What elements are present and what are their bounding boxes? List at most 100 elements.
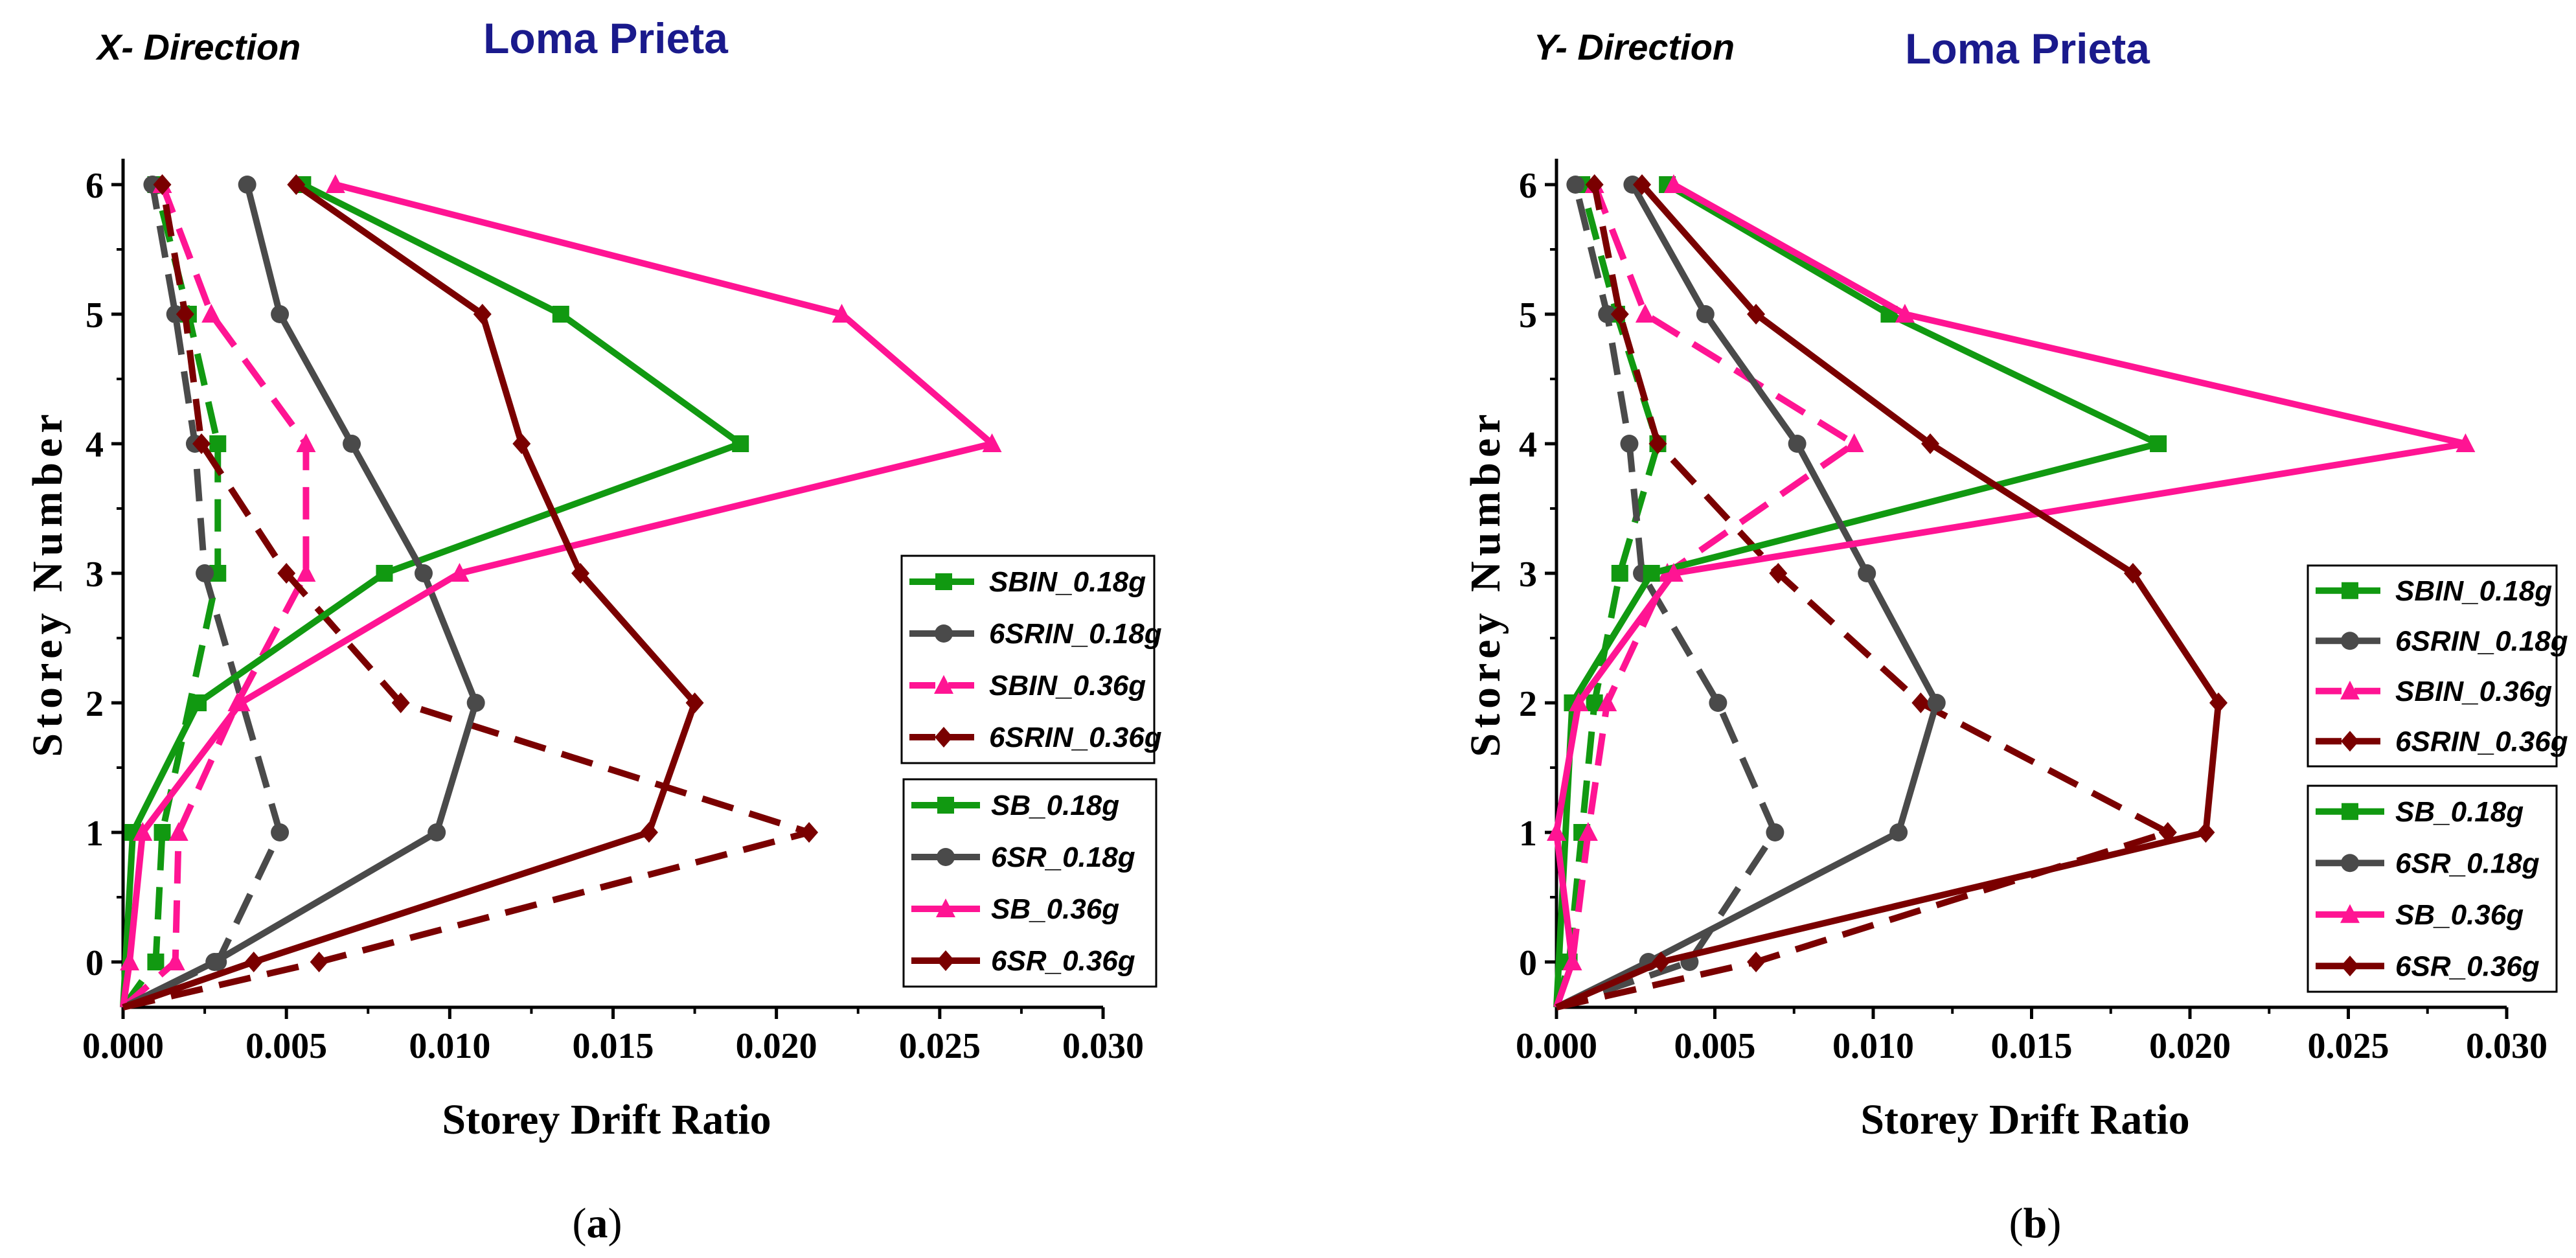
data-point xyxy=(1598,305,1617,323)
data-point xyxy=(1562,952,1582,970)
legend-item: SBIN_0.18g xyxy=(909,566,1146,598)
y-tick-label: 5 xyxy=(85,295,104,336)
legend-swatch-marker xyxy=(2342,803,2358,820)
legend-label: SB_0.18g xyxy=(2395,796,2524,828)
y-tick-label: 2 xyxy=(1519,684,1537,724)
series-SBIN_0.36g xyxy=(120,174,316,1010)
legend-label: SBIN_0.18g xyxy=(989,566,1146,598)
series-line xyxy=(1553,183,1858,1009)
data-point xyxy=(165,952,185,970)
data-point xyxy=(685,692,704,713)
data-point xyxy=(2123,563,2142,584)
data-point xyxy=(391,692,410,713)
data-point xyxy=(238,176,256,194)
panel-caption: (a) xyxy=(573,1200,622,1247)
data-point xyxy=(1569,692,1589,711)
data-point xyxy=(1566,176,1585,194)
data-point xyxy=(427,823,446,841)
data-point xyxy=(343,435,361,453)
data-point xyxy=(1747,952,1766,972)
legend-label: 6SR_0.18g xyxy=(991,841,1135,873)
legend-swatch-marker xyxy=(2341,632,2359,650)
legend-box-2: SB_0.18g 6SR_0.18g SB_0.36g 6SR_0.36g xyxy=(2307,784,2558,993)
data-point xyxy=(277,563,296,584)
data-point xyxy=(466,694,485,712)
data-point xyxy=(325,174,345,193)
data-point xyxy=(133,822,153,841)
x-axis-title: Storey Drift Ratio xyxy=(1860,1096,2189,1143)
panel-a: X- Direction Loma Prieta 0.000 0.005 0.010 0.… xyxy=(24,14,1162,1247)
data-point xyxy=(231,692,251,711)
y-tick-label: 4 xyxy=(85,425,104,465)
legend-item: 6SR_0.36g xyxy=(911,945,1135,977)
caption-open-paren: ( xyxy=(2009,1200,2023,1247)
series-SB_0.18g xyxy=(1553,176,2167,1008)
panel-caption: (b) xyxy=(2009,1200,2062,1247)
x-tick-label: 0.030 xyxy=(2466,1026,2548,1066)
data-point xyxy=(2196,822,2215,843)
y-tick-label: 3 xyxy=(85,555,104,595)
data-point xyxy=(1747,304,1766,325)
data-point xyxy=(2456,433,2476,452)
data-point xyxy=(201,304,222,323)
legend-swatch-marker xyxy=(936,898,955,917)
y-tick-label: 6 xyxy=(85,166,104,206)
series-line xyxy=(120,181,996,1008)
data-point xyxy=(552,306,569,323)
caption-letter: b xyxy=(2023,1200,2047,1247)
data-point xyxy=(1547,822,1566,841)
series-line xyxy=(1555,184,2171,1011)
data-point xyxy=(1585,174,1604,195)
direction-label: Y- Direction xyxy=(1534,27,1735,67)
legend-item: 6SRIN_0.36g xyxy=(909,722,1162,753)
legend-swatch-marker xyxy=(2341,731,2359,752)
legend-swatch-marker xyxy=(935,573,952,590)
legend-item: SBIN_0.36g xyxy=(909,670,1146,702)
x-tick-label: 0.025 xyxy=(899,1026,981,1066)
series-line xyxy=(1555,183,1779,1011)
series-line xyxy=(122,181,698,1011)
x-tick-label: 0.025 xyxy=(2308,1026,2389,1066)
series-SB_0.36g xyxy=(1547,174,2476,1009)
legend-swatch-marker xyxy=(2340,904,2360,923)
legend-label: SBIN_0.36g xyxy=(2395,676,2552,707)
series-6SR_0.36g xyxy=(1555,174,2228,1011)
y-tick-label: 5 xyxy=(1519,295,1537,336)
legend-item: SB_0.18g xyxy=(2316,796,2524,828)
series-6SRIN_0.36g xyxy=(122,174,819,1011)
legend-label: 6SRIN_0.18g xyxy=(989,618,1162,650)
data-point xyxy=(271,823,290,841)
legend-label: 6SR_0.18g xyxy=(2395,847,2540,879)
data-point xyxy=(2209,692,2228,713)
legend-label: 6SRIN_0.18g xyxy=(2395,625,2568,657)
x-tick-label: 0.010 xyxy=(1832,1026,1914,1066)
legend-item: SB_0.36g xyxy=(2316,899,2524,931)
data-point xyxy=(196,564,214,582)
data-point xyxy=(1769,563,1788,584)
series-line xyxy=(121,183,479,1011)
legend-label: 6SR_0.36g xyxy=(991,945,1135,977)
legend-item: 6SRIN_0.18g xyxy=(2316,625,2568,657)
data-point xyxy=(1633,174,1652,195)
data-point xyxy=(153,174,172,195)
data-point xyxy=(800,822,819,843)
x-tick-label: 0.030 xyxy=(1062,1026,1144,1066)
caption-close-paren: ) xyxy=(2047,1200,2061,1247)
legend-label: 6SRIN_0.36g xyxy=(989,722,1162,753)
x-axis-title: Storey Drift Ratio xyxy=(442,1096,771,1143)
data-point xyxy=(473,304,492,325)
data-point xyxy=(1927,694,1946,712)
series-line xyxy=(1553,181,2469,1009)
series-line xyxy=(121,184,284,1011)
data-point xyxy=(832,304,852,323)
legend-swatch-marker xyxy=(934,675,953,694)
data-point xyxy=(1921,433,1940,454)
data-point xyxy=(1766,823,1784,841)
data-point xyxy=(310,952,328,972)
legend-item: 6SR_0.18g xyxy=(911,841,1135,873)
data-point xyxy=(1788,435,1807,453)
data-point xyxy=(1696,305,1715,323)
data-point xyxy=(571,563,590,584)
legend-item: 6SR_0.36g xyxy=(2316,950,2540,982)
y-tick-label: 0 xyxy=(1519,943,1537,983)
